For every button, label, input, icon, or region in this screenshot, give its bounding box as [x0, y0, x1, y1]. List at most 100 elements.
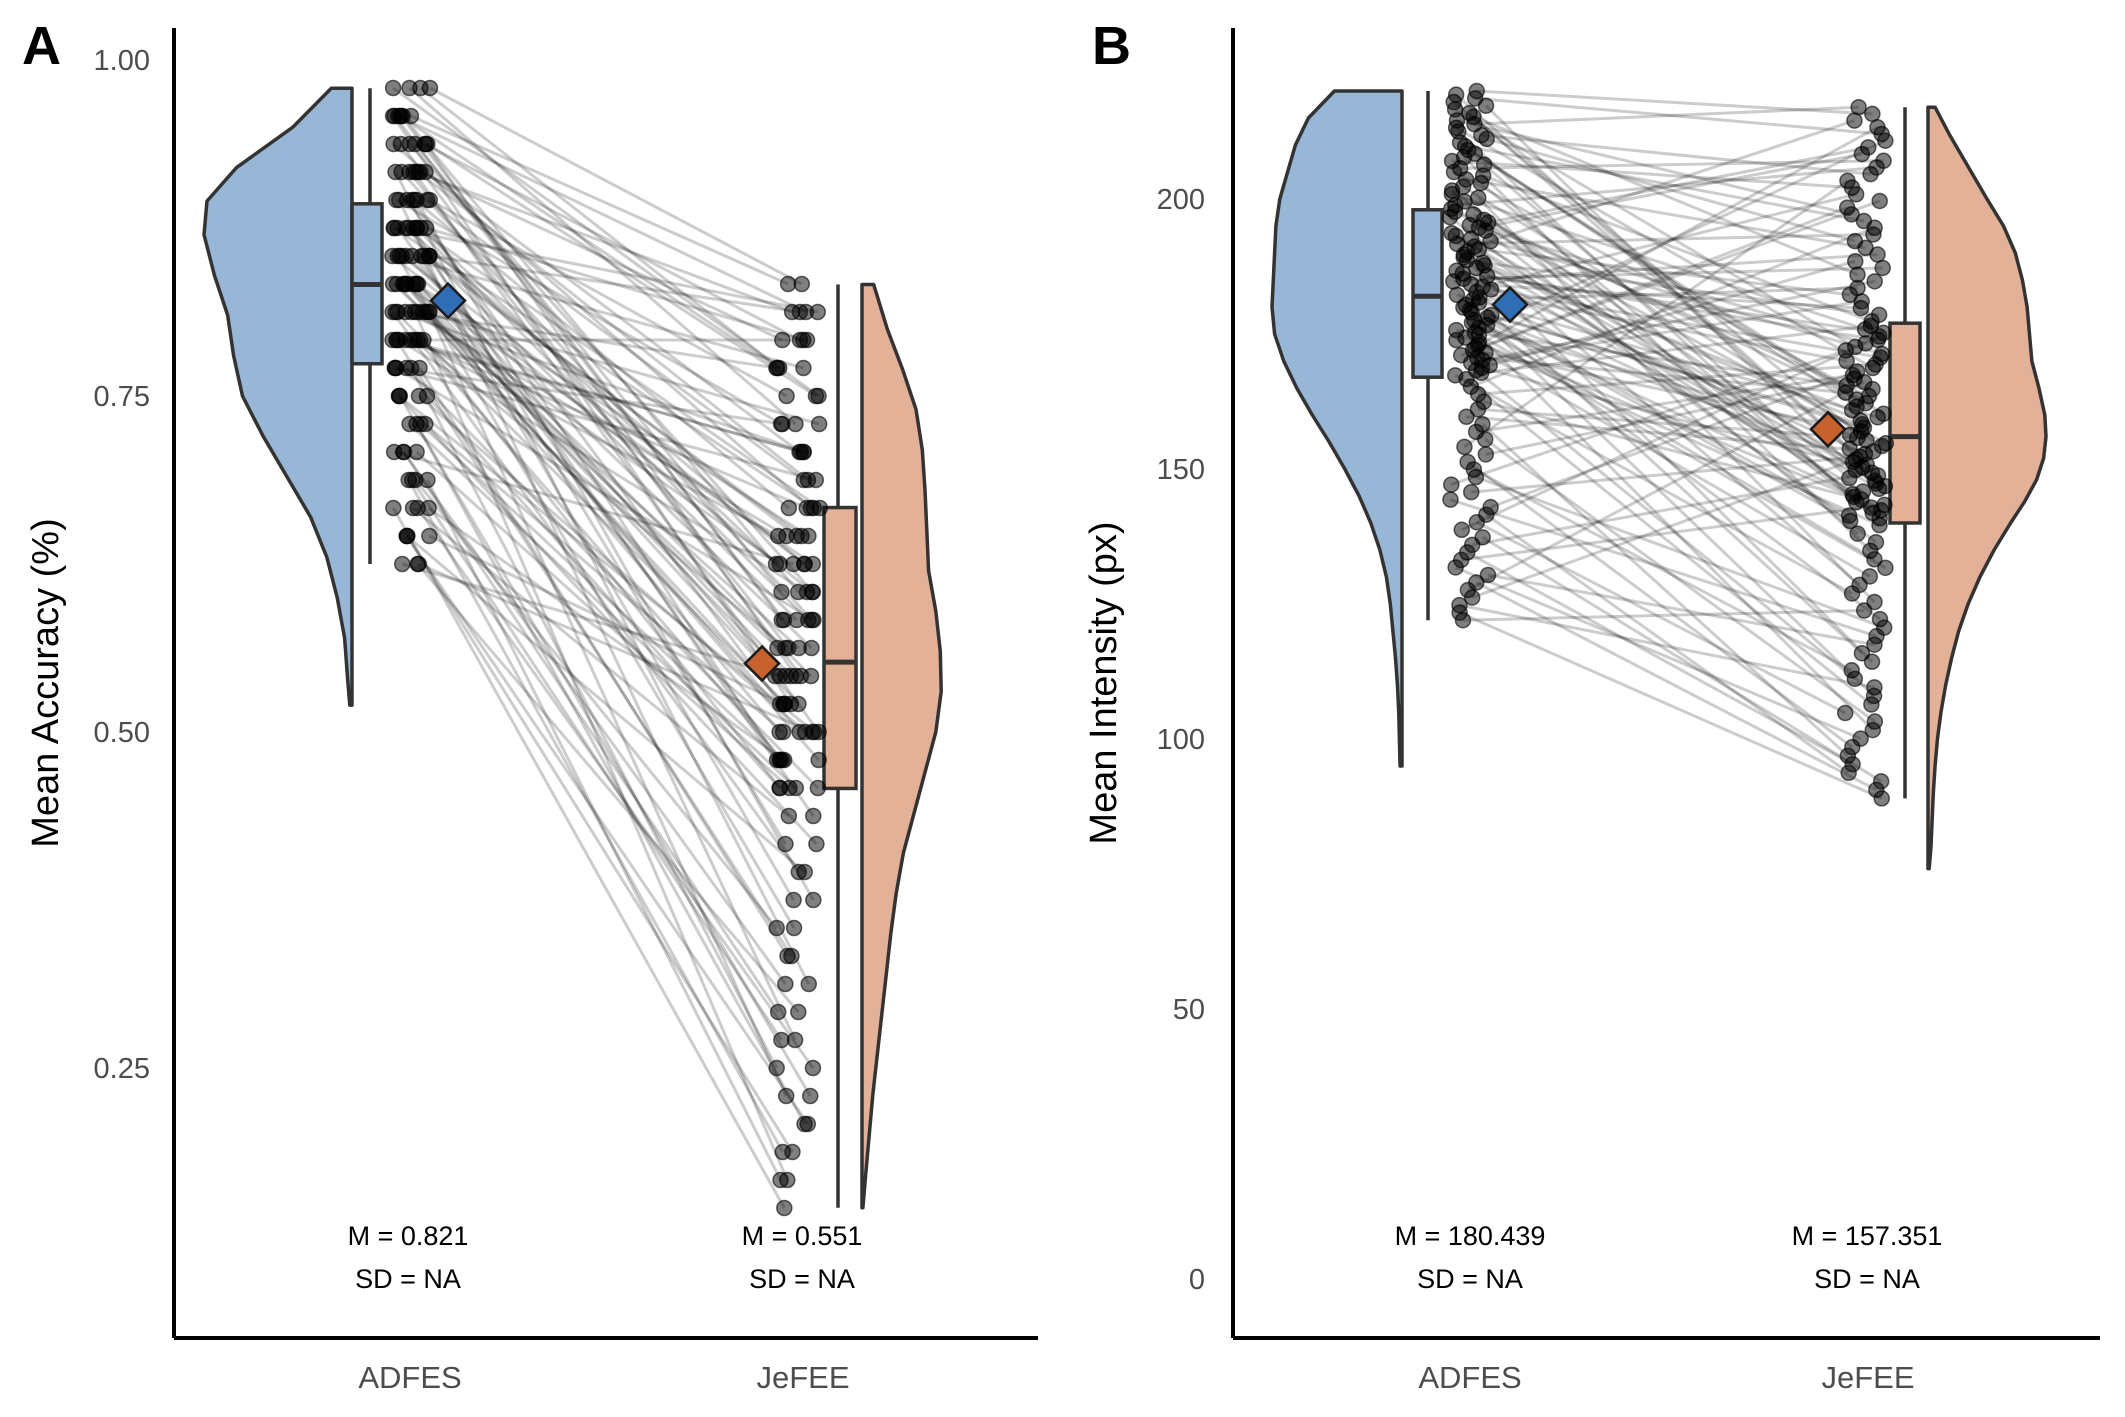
paired-line	[405, 254, 813, 650]
paired-line	[1478, 363, 1876, 396]
data-point-adfes	[401, 135, 418, 153]
data-point-jefee	[1855, 602, 1873, 619]
data-point-adfes	[1447, 367, 1464, 384]
data-point-adfes	[1477, 222, 1494, 239]
data-point-jefee	[773, 1031, 790, 1049]
data-point-jefee	[1840, 764, 1857, 782]
paired-line	[1477, 356, 1846, 395]
data-point-jefee	[783, 303, 801, 321]
data-point-adfes	[1462, 483, 1480, 501]
paired-line	[426, 198, 805, 482]
paired-line	[1466, 460, 1854, 749]
paired-line	[1486, 316, 1850, 517]
data-point-adfes	[1478, 506, 1495, 523]
data-point-adfes	[1482, 281, 1500, 298]
data-point-adfes	[401, 79, 418, 97]
data-point-jefee	[1862, 165, 1879, 183]
data-point-jefee	[777, 975, 794, 993]
paired-line	[1454, 374, 1853, 595]
paired-line	[1475, 373, 1854, 434]
paired-line	[1483, 218, 1867, 405]
paired-line	[426, 142, 817, 398]
paired-line	[1481, 423, 1849, 757]
paired-line	[394, 366, 783, 426]
data-point-adfes	[1447, 559, 1464, 576]
panel-a-letter: A	[22, 16, 61, 76]
y-tick-label: 0.25	[94, 1053, 150, 1085]
paired-line	[1463, 253, 1862, 423]
panel-b-paired-lines	[1449, 89, 1887, 800]
paired-line	[1486, 137, 1856, 243]
data-point-jefee	[1877, 559, 1894, 577]
paired-line	[1468, 111, 1880, 477]
paired-line	[410, 338, 808, 510]
paired-line	[398, 395, 812, 1097]
paired-line	[1453, 170, 1848, 387]
data-point-jefee	[773, 751, 791, 769]
paired-line	[1456, 328, 1873, 391]
data-point-jefee	[775, 695, 792, 713]
paired-line	[404, 226, 806, 566]
data-point-adfes	[1465, 206, 1482, 223]
data-point-jefee	[1846, 338, 1864, 356]
paired-line	[1455, 566, 1862, 741]
data-point-jefee	[777, 835, 794, 853]
data-point-jefee	[1841, 440, 1858, 457]
paired-line	[1474, 119, 1855, 249]
paired-line	[1477, 196, 1876, 604]
paired-line	[394, 171, 811, 985]
paired-line	[415, 226, 810, 622]
data-point-jefee	[771, 723, 788, 741]
paired-line	[1479, 181, 1874, 515]
panel-a-adfes-mean-label: M = 0.821	[348, 1221, 469, 1251]
paired-line	[1476, 89, 1873, 116]
paired-line	[411, 282, 800, 706]
panel-b-density-clouds	[1270, 89, 2048, 871]
paired-line	[406, 535, 794, 1153]
paired-line	[424, 422, 785, 734]
data-point-jefee	[1863, 313, 1880, 330]
data-point-jefee	[777, 1087, 795, 1105]
data-point-adfes	[385, 219, 402, 237]
paired-line	[1459, 603, 1875, 689]
data-point-jefee	[790, 695, 807, 713]
paired-line	[393, 226, 819, 314]
data-point-jefee	[1875, 152, 1892, 170]
paired-line	[399, 143, 803, 677]
paired-line	[1461, 503, 1885, 562]
data-point-adfes	[1445, 93, 1462, 111]
data-point-adfes	[385, 499, 402, 517]
mean-marker-jefee	[743, 644, 781, 683]
paired-line	[1466, 250, 1861, 587]
paired-line	[1451, 159, 1853, 190]
paired-line	[1462, 271, 1884, 335]
paired-line	[1483, 400, 1862, 502]
paired-line	[1490, 239, 1883, 356]
data-point-adfes	[1469, 189, 1487, 207]
paired-line	[1473, 318, 1854, 496]
paired-line	[1478, 296, 1876, 483]
paired-line	[1481, 324, 1872, 375]
panel-b-y-axis-title: Mean Intensity (px)	[1083, 521, 1125, 844]
paired-line	[1490, 313, 1865, 430]
paired-line	[416, 226, 821, 510]
data-point-jefee	[797, 303, 815, 321]
data-point-adfes	[402, 359, 420, 377]
paired-line	[1473, 468, 1853, 672]
data-point-adfes	[1466, 324, 1484, 341]
data-point-adfes	[412, 219, 430, 237]
paired-line	[1474, 346, 1871, 578]
panel-a-jefee-sd-label: SD = NA	[749, 1264, 855, 1294]
data-point-jefee	[1838, 352, 1855, 370]
data-point-jefee	[796, 555, 813, 573]
paired-line	[1455, 139, 1886, 342]
data-point-adfes	[385, 443, 403, 461]
y-tick-label: 0.75	[94, 381, 150, 413]
data-point-adfes	[421, 527, 438, 545]
paired-line	[1477, 301, 1863, 655]
data-point-jefee	[778, 527, 795, 545]
paired-line	[395, 339, 793, 957]
data-point-adfes	[388, 191, 405, 209]
paired-line	[396, 255, 796, 929]
paired-line	[407, 479, 785, 1153]
